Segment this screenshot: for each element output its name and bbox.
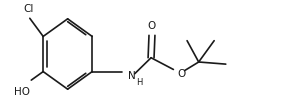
Text: HO: HO [14,87,30,97]
Text: H: H [137,78,143,87]
Text: O: O [177,69,185,79]
Text: O: O [148,21,156,31]
Text: N: N [128,71,136,81]
Text: Cl: Cl [23,4,33,14]
